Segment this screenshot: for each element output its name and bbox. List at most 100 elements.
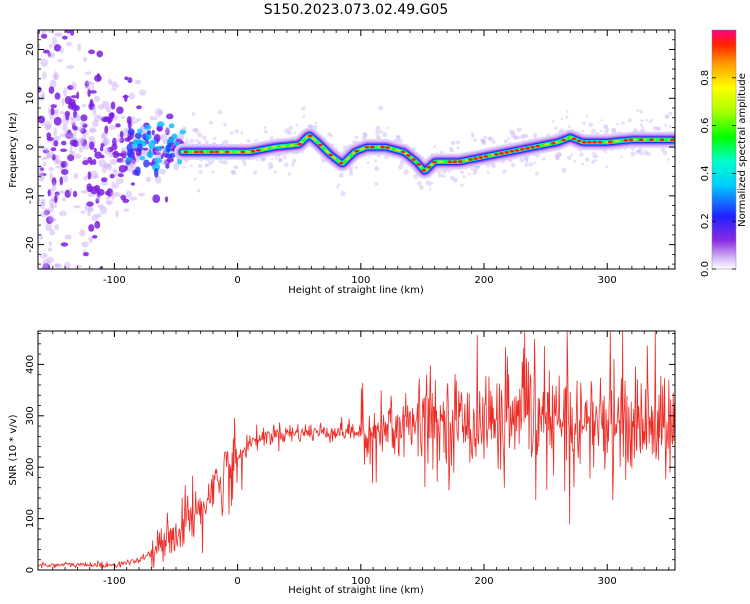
- noise-blob: [58, 32, 63, 37]
- ridge-halo: [667, 158, 670, 161]
- ridge-halo: [452, 177, 458, 183]
- ridge-halo: [513, 135, 518, 140]
- noise-blob: [165, 127, 170, 136]
- x-tick-label: 0: [234, 576, 240, 587]
- noise-blob: [72, 190, 78, 198]
- ridge-halo: [403, 169, 409, 175]
- noise-blob: [154, 157, 163, 164]
- noise-blob: [76, 91, 80, 100]
- x-tick-label: 0: [234, 275, 240, 286]
- noise-blob: [56, 58, 64, 63]
- x-tick-label: -100: [103, 576, 126, 587]
- ridge-halo: [234, 129, 239, 134]
- spectrogram-plot-area: [38, 30, 675, 269]
- noise-blob: [74, 264, 83, 268]
- noise-blob: [58, 190, 65, 195]
- spectrogram-frame: [37, 29, 676, 270]
- noise-blob: [54, 194, 58, 204]
- noise-blob: [148, 140, 155, 150]
- ridge-halo: [506, 137, 510, 141]
- ridge-halo: [284, 128, 290, 134]
- ridge-halo: [645, 118, 648, 122]
- noise-blob: [155, 108, 163, 117]
- ridge-peak: [224, 150, 230, 154]
- ridge-halo: [627, 118, 632, 123]
- noise-blob: [38, 233, 44, 240]
- ridge-halo: [213, 136, 217, 141]
- snr-frame: [37, 330, 676, 571]
- noise-blob: [126, 143, 133, 152]
- noise-blob: [66, 132, 73, 140]
- noise-blob: [53, 139, 59, 147]
- noise-blob: [52, 73, 60, 80]
- ridge-halo: [255, 158, 259, 162]
- noise-blob: [49, 203, 58, 209]
- noise-blob: [88, 135, 96, 141]
- noise-blob: [116, 106, 124, 115]
- ridge-peak: [183, 150, 189, 154]
- ridge-halo: [560, 128, 565, 133]
- noise-blob: [38, 172, 45, 182]
- ridge-halo: [599, 129, 603, 133]
- noise-blob: [104, 147, 110, 155]
- noise-blob: [42, 71, 47, 80]
- ridge-halo: [230, 169, 236, 175]
- noise-blob: [76, 138, 83, 147]
- ridge-halo: [196, 189, 201, 193]
- ridge-halo: [288, 125, 293, 131]
- noise-blob: [40, 58, 48, 68]
- noise-blob: [79, 137, 84, 146]
- noise-blob: [165, 153, 173, 159]
- colorbar-tick-label: 0.6: [700, 118, 711, 134]
- noise-blob: [48, 86, 55, 94]
- noise-blob: [119, 137, 125, 144]
- noise-blob: [96, 73, 101, 81]
- ridge-halo: [573, 159, 576, 163]
- noise-blob: [62, 174, 69, 183]
- ridge-halo: [182, 126, 187, 131]
- noise-blob: [85, 84, 91, 91]
- ridge-halo: [565, 110, 569, 113]
- noise-blob: [112, 150, 119, 159]
- noise-blob: [114, 182, 119, 189]
- ridge-halo: [211, 159, 215, 163]
- noise-blob: [42, 149, 50, 154]
- noise-blob: [100, 154, 105, 159]
- noise-blob: [78, 146, 84, 153]
- y-tick-label: 0: [25, 144, 36, 150]
- noise-blob: [145, 133, 152, 140]
- noise-blob: [90, 170, 98, 180]
- y-tick-label: 0: [25, 567, 36, 573]
- ridge-halo: [480, 138, 485, 143]
- ridge-halo: [449, 147, 455, 153]
- noise-blob: [83, 175, 88, 181]
- noise-blob: [131, 120, 138, 124]
- noise-blob: [53, 223, 60, 231]
- ridge-halo: [636, 149, 641, 154]
- noise-blob: [91, 105, 97, 113]
- noise-blob: [48, 241, 52, 247]
- noise-blob: [104, 125, 109, 134]
- ridge-halo: [195, 139, 198, 142]
- noise-blob: [64, 110, 71, 117]
- ridge-peak: [597, 140, 603, 144]
- ridge-halo: [428, 183, 431, 187]
- noise-blob: [127, 128, 135, 136]
- ridge-halo: [204, 139, 209, 145]
- ridge-halo: [561, 167, 567, 173]
- noise-blob: [141, 140, 147, 147]
- y-tick-label: 20: [25, 43, 36, 56]
- noise-blob: [120, 147, 124, 154]
- noise-blob: [126, 149, 134, 158]
- noise-blob: [123, 208, 130, 212]
- noise-blob: [83, 251, 89, 257]
- noise-blob: [125, 156, 133, 161]
- noise-blob: [61, 140, 67, 146]
- noise-blob: [38, 197, 41, 204]
- noise-blob: [94, 220, 101, 229]
- ridge-peak: [209, 150, 215, 154]
- ridge-halo: [270, 165, 274, 169]
- noise-blob: [100, 143, 105, 148]
- noise-blob: [92, 235, 98, 239]
- ridge-peak: [576, 139, 582, 143]
